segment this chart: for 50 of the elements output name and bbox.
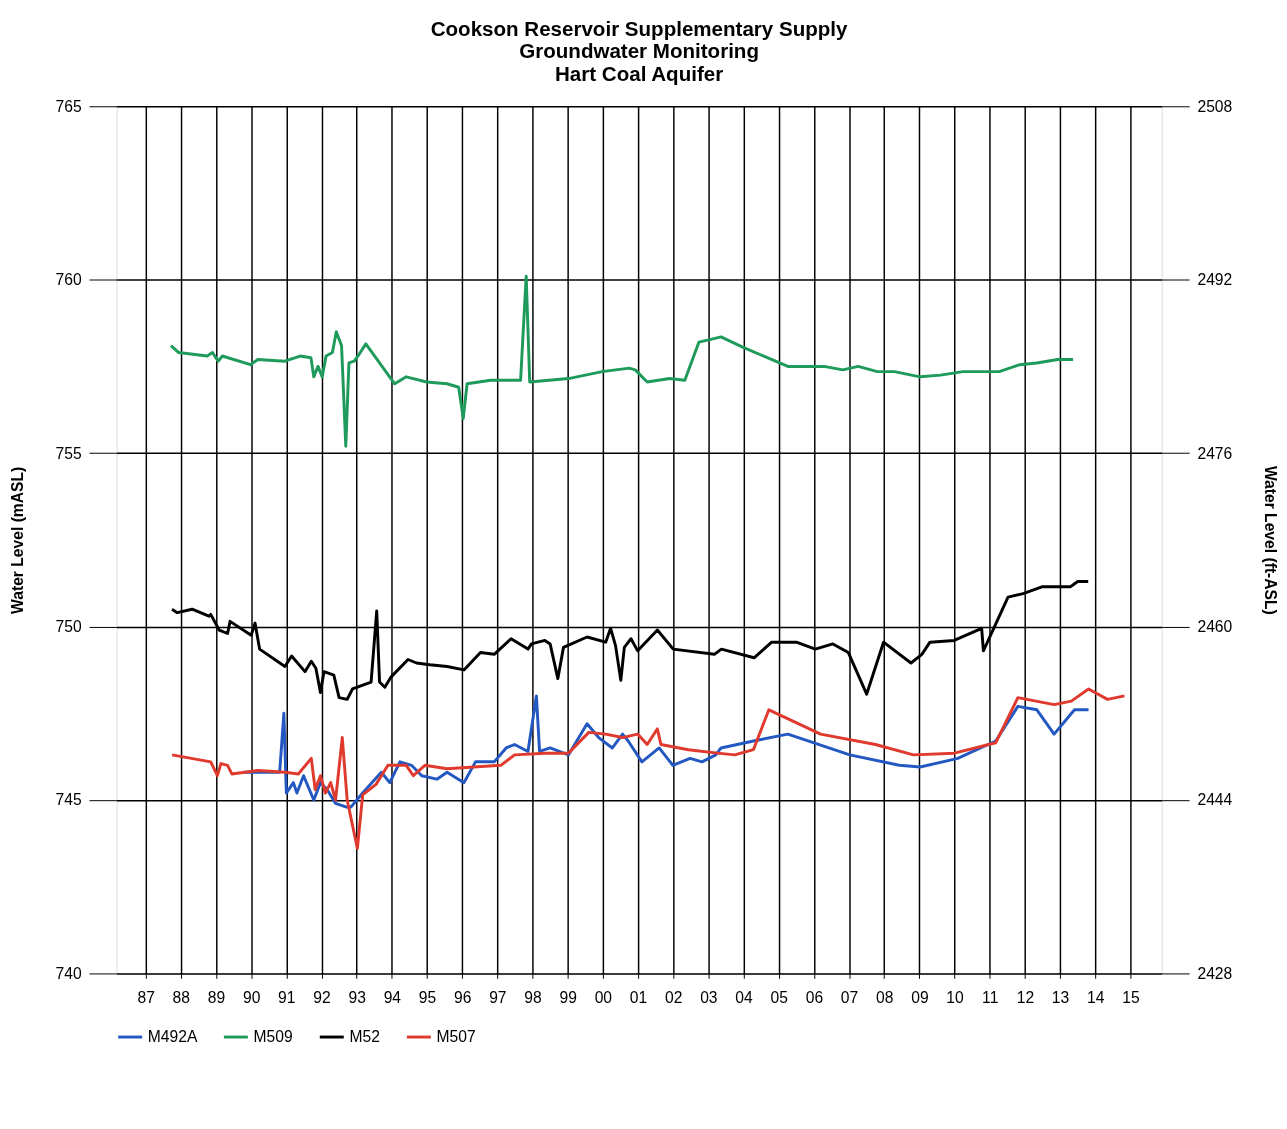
x-tick-label: 88 [172, 989, 191, 1007]
legend-label: M507 [436, 1027, 476, 1045]
y2-tick-label: 2492 [1197, 271, 1233, 289]
line-series [170, 687, 1126, 851]
y-tick-label: 760 [55, 271, 83, 289]
x-tick-label: 90 [242, 989, 261, 1007]
y-tick-label: 750 [55, 617, 83, 635]
x-tick-label: 91 [278, 989, 296, 1007]
x-tick-label: 97 [489, 989, 507, 1007]
x-tick-label: 05 [770, 989, 789, 1007]
legend-label: M492A [147, 1027, 198, 1045]
y2-tick-label: 2476 [1197, 444, 1233, 462]
y2-tick-label: 2460 [1197, 617, 1233, 635]
line-series [169, 274, 1075, 448]
x-tick-label: 10 [946, 989, 965, 1007]
x-tick-label: 06 [805, 989, 824, 1007]
x-tick-label: 09 [911, 989, 929, 1007]
x-tick-label: 93 [348, 989, 367, 1007]
y2-tick-label: 2444 [1197, 791, 1233, 809]
y-tick-label: 765 [55, 97, 83, 115]
x-tick-label: 89 [207, 989, 226, 1007]
x-tick-label: 15 [1122, 989, 1140, 1007]
x-tick-label: 92 [313, 989, 331, 1007]
x-tick-label: 14 [1087, 989, 1105, 1007]
x-tick-label: 12 [1016, 989, 1035, 1007]
x-tick-label: 95 [418, 989, 437, 1007]
x-tick-label: 96 [453, 989, 472, 1007]
x-tick-label: 02 [665, 989, 683, 1007]
x-tick-label: 13 [1051, 989, 1070, 1007]
x-tick-label: 03 [700, 989, 718, 1007]
y2-tick-label: 2428 [1197, 964, 1233, 982]
legend-label: M52 [349, 1027, 380, 1045]
x-tick-label: 99 [559, 989, 577, 1007]
x-tick-label: 01 [629, 989, 648, 1007]
chart-title: Cookson Reservoir Supplementary Supply Groundwater Monitoring Hart Coal Aquifer [430, 16, 849, 85]
legend-label: M509 [253, 1027, 293, 1045]
x-tick-label: 04 [735, 989, 754, 1007]
x-tick-label: 94 [383, 989, 402, 1007]
x-tick-label: 00 [594, 989, 613, 1007]
y-tick-label: 755 [55, 444, 83, 462]
x-tick-label: 08 [876, 989, 894, 1007]
y-axis-title: Water Level (mASL) [9, 466, 27, 614]
y-tick-label: 745 [55, 791, 83, 809]
x-tick-label: 11 [982, 989, 999, 1007]
x-tick-label: 87 [137, 989, 155, 1007]
y2-tick-label: 2508 [1197, 97, 1233, 115]
x-tick-label: 98 [524, 989, 543, 1007]
y2-axis-title: Water Level (ft-ASL) [1261, 465, 1279, 615]
x-tick-label: 07 [840, 989, 859, 1007]
y-tick-label: 740 [55, 964, 83, 982]
